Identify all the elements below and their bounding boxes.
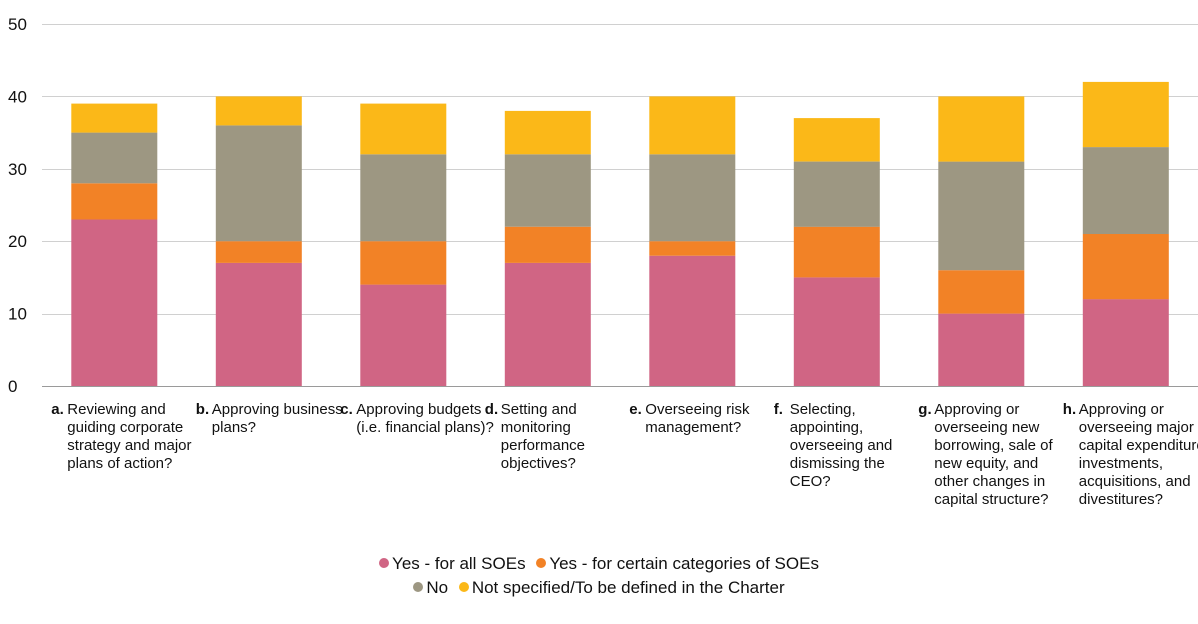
bar-segment-d-series-1 bbox=[504, 226, 591, 263]
bar-segment-f-series-0 bbox=[793, 277, 880, 386]
category-letter: b. bbox=[195, 401, 210, 418]
stacked-bar-chart: 0 10 20 30 40 50 bbox=[8, 15, 1198, 396]
bar-segment-f-series-1 bbox=[793, 226, 880, 278]
legend-item-not-specified: Not specified/To be defined in the Chart… bbox=[458, 578, 785, 598]
bar-segment-h-series-3 bbox=[1082, 81, 1169, 148]
legend-swatch-not-specified bbox=[458, 582, 469, 592]
y-tick-label: 10 bbox=[8, 305, 27, 324]
bar-segment-e-series-0 bbox=[649, 255, 736, 386]
bar-segment-h-series-1 bbox=[1082, 234, 1169, 300]
y-tick-label: 20 bbox=[8, 232, 27, 251]
legend-row-2: No Not specified/To be defined in the Ch… bbox=[0, 578, 1198, 598]
bar-segment-c-series-0 bbox=[360, 284, 447, 386]
bar-segment-f-series-3 bbox=[793, 118, 880, 162]
bar-segment-b-series-2 bbox=[215, 125, 302, 242]
legend-swatch-yes-certain bbox=[536, 558, 547, 568]
category-text: Selecting, appointing, overseeing and di… bbox=[789, 401, 893, 490]
legend-label-yes-all: Yes - for all SOEs bbox=[392, 554, 526, 573]
category-text: Approving or overseeing major capital ex… bbox=[1078, 401, 1198, 508]
category-text: Overseeing risk management? bbox=[645, 401, 750, 436]
category-letter: g. bbox=[918, 401, 932, 418]
legend-item-yes-all: Yes - for all SOEs bbox=[379, 554, 526, 574]
category-text: Reviewing and guiding corporate strategy… bbox=[67, 401, 192, 472]
bar-segment-d-series-3 bbox=[504, 110, 591, 155]
legend-item-no: No bbox=[413, 578, 448, 598]
category-letter: c. bbox=[340, 401, 353, 418]
category-letter: h. bbox=[1062, 401, 1077, 418]
bar-segment-b-series-0 bbox=[215, 262, 302, 386]
legend-label-yes-certain: Yes - for certain categories of SOEs bbox=[549, 554, 819, 573]
bar-segment-e-series-1 bbox=[649, 241, 736, 256]
bar-segment-e-series-3 bbox=[649, 96, 736, 155]
legend-swatch-yes-all bbox=[379, 558, 390, 568]
y-tick-label: 0 bbox=[8, 377, 17, 396]
bar-segment-e-series-2 bbox=[649, 154, 736, 242]
legend-label-not-specified: Not specified/To be defined in the Chart… bbox=[471, 578, 785, 597]
bar-segment-c-series-3 bbox=[360, 103, 447, 155]
bar-segment-g-series-3 bbox=[938, 96, 1025, 162]
legend-row-1: Yes - for all SOEs Yes - for certain cat… bbox=[0, 554, 1198, 574]
y-tick-label: 30 bbox=[8, 160, 27, 179]
category-letter: a. bbox=[51, 401, 64, 418]
y-tick-label: 40 bbox=[8, 87, 27, 106]
bar-segment-c-series-1 bbox=[360, 241, 447, 285]
legend-swatch-no bbox=[413, 582, 424, 592]
gridlines bbox=[42, 24, 1198, 387]
bar-segment-h-series-0 bbox=[1082, 299, 1169, 386]
bar-segment-c-series-2 bbox=[360, 154, 447, 242]
bar-segment-g-series-1 bbox=[938, 270, 1025, 314]
bar-segment-a-series-1 bbox=[71, 183, 158, 220]
bar-segment-f-series-2 bbox=[793, 161, 880, 227]
bar-segment-d-series-0 bbox=[504, 262, 591, 386]
y-tick-label: 50 bbox=[8, 15, 27, 34]
category-letter: e. bbox=[629, 401, 642, 418]
bar-segment-g-series-0 bbox=[938, 313, 1025, 386]
legend-label-no: No bbox=[426, 578, 449, 597]
category-text: Approving budgets (i.e. financial plans)… bbox=[356, 401, 494, 436]
category-text: Approving or overseeing new borrowing, s… bbox=[934, 401, 1053, 508]
bar-segment-a-series-0 bbox=[71, 219, 158, 386]
bar-segment-b-series-3 bbox=[215, 96, 302, 126]
legend-item-yes-certain: Yes - for certain categories of SOEs bbox=[536, 554, 819, 574]
bar-segment-d-series-2 bbox=[504, 154, 591, 227]
bars bbox=[71, 81, 1169, 386]
bar-segment-a-series-3 bbox=[71, 103, 158, 133]
bar-segment-g-series-2 bbox=[938, 161, 1025, 271]
bar-segment-a-series-2 bbox=[71, 132, 158, 184]
category-letter: d. bbox=[484, 401, 499, 418]
y-axis-tick-labels: 0 10 20 30 40 50 bbox=[8, 15, 27, 396]
bar-segment-b-series-1 bbox=[215, 241, 302, 263]
category-text: Setting and monitoring performance objec… bbox=[500, 401, 586, 472]
category-text: Approving business plans? bbox=[211, 401, 343, 436]
bar-segment-h-series-2 bbox=[1082, 147, 1169, 234]
category-letter: f. bbox=[773, 401, 783, 418]
